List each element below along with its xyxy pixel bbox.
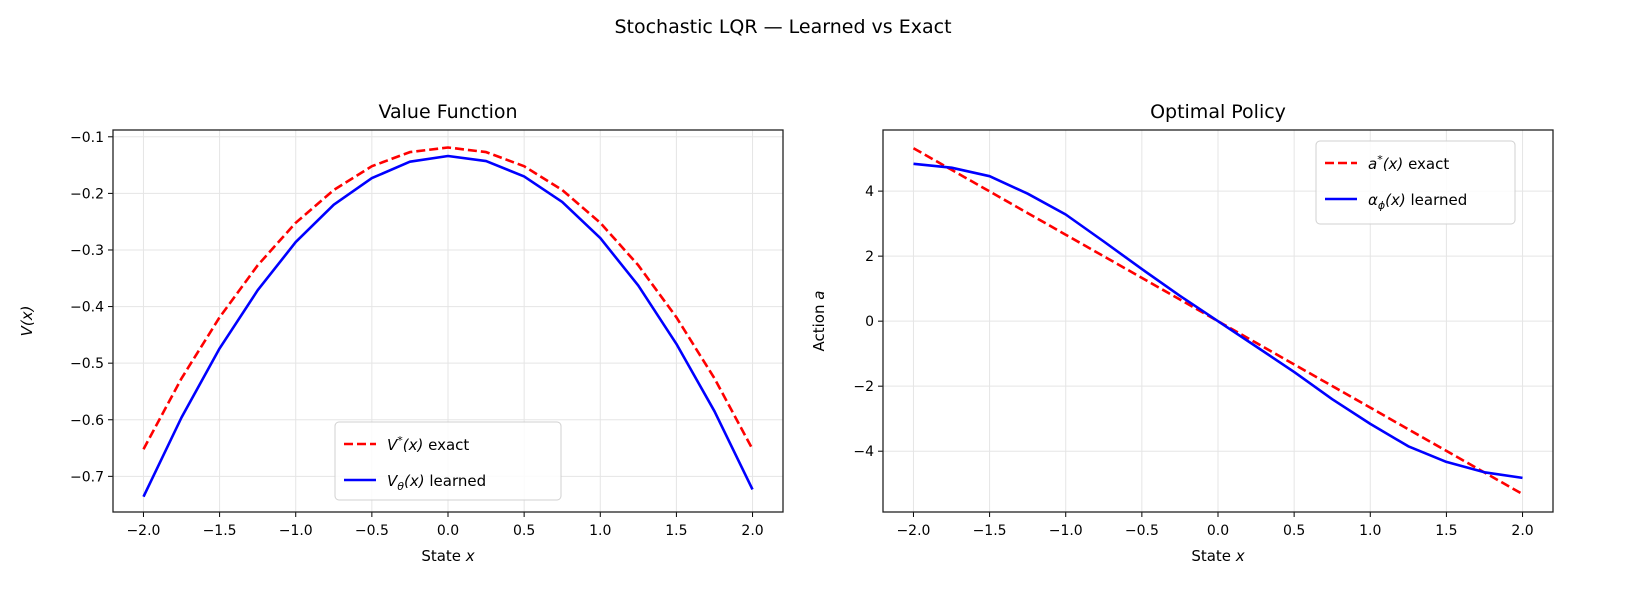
x-axis-label: State x <box>1191 547 1244 565</box>
y-axis-label-text: V(x) <box>18 306 36 337</box>
legend-label: V*(x) exact <box>387 434 469 454</box>
legend-text: exact <box>1403 155 1449 173</box>
x-tick-label: −1.5 <box>973 523 1007 539</box>
subplot-title: Optimal Policy <box>1150 101 1286 123</box>
y-axis-label-text: Action <box>810 300 828 352</box>
x-tick-label: −0.5 <box>1125 523 1159 539</box>
series-line-learned <box>142 154 754 498</box>
y-tick-label: 2 <box>865 249 874 265</box>
x-tick-label: 2.0 <box>741 523 763 539</box>
y-axis-label: Action a <box>810 291 828 352</box>
x-tick-label: 0.5 <box>513 523 535 539</box>
x-axis-label-text: State <box>1191 547 1235 565</box>
legend-superscript: * <box>1377 153 1383 166</box>
legend-label: Vθ(x) learned <box>387 472 486 493</box>
legend-argument: (x) <box>1383 155 1404 173</box>
y-axis-label-var: a <box>810 291 828 300</box>
subplot-2: −2.0 −1.5 −1.0 −0.5 0.0 0.5 1.0 1.5 2.0 −4 −2 0 2 4 Op… <box>810 101 1554 565</box>
x-axis-label-var: x <box>1235 547 1245 565</box>
x-axis-label-text: State <box>421 547 465 565</box>
legend-symbol: V <box>387 472 399 490</box>
axes-frame <box>112 129 784 513</box>
legend-box <box>1315 140 1516 225</box>
x-tick-label: 0.0 <box>1207 523 1229 539</box>
x-tick-label: 0.5 <box>1283 523 1305 539</box>
x-tick-label: 1.5 <box>665 523 687 539</box>
legend-text: exact <box>423 436 469 454</box>
series-line-exact <box>142 146 754 450</box>
y-tick-label: −0.7 <box>70 469 104 485</box>
legend-symbol: α <box>1368 191 1378 209</box>
subplot-title: Value Function <box>378 101 517 123</box>
x-axis-label: State x <box>421 547 474 565</box>
x-tick-label: −2.0 <box>896 523 930 539</box>
x-tick-label: −2.0 <box>126 523 160 539</box>
y-axis-label: V(x) <box>18 306 36 337</box>
y-tick-label: −0.6 <box>70 413 104 429</box>
axes-frame <box>882 129 1554 513</box>
y-tick-label: −2 <box>853 379 874 395</box>
legend-text: learned <box>425 472 487 490</box>
x-tick-label: −1.0 <box>1049 523 1083 539</box>
x-axis-label-var: x <box>465 547 475 565</box>
x-tick-label: 1.0 <box>1359 523 1381 539</box>
y-tick-label: −0.4 <box>70 300 104 316</box>
series-line-learned <box>913 162 1523 480</box>
x-tick-label: −1.5 <box>203 523 237 539</box>
subplot-1: −2.0 −1.5 −1.0 −0.5 0.0 0.5 1.0 1.5 2.0 −0.7 −0.6 −… <box>18 101 784 565</box>
legend-box <box>334 421 562 501</box>
legend-label: a*(x) exact <box>1368 153 1449 173</box>
y-tick-label: −4 <box>853 444 874 460</box>
y-tick-label: −0.3 <box>70 243 104 259</box>
legend-argument: (x) <box>1385 191 1406 209</box>
x-tick-label: 1.5 <box>1435 523 1457 539</box>
legend-subscript: θ <box>397 480 404 493</box>
x-tick-label: −1.0 <box>279 523 313 539</box>
y-tick-label: −0.2 <box>70 186 104 202</box>
legend-symbol: V <box>387 436 399 454</box>
legend-text: learned <box>1406 191 1468 209</box>
x-tick-label: 0.0 <box>437 523 459 539</box>
x-tick-label: 2.0 <box>1511 523 1533 539</box>
y-tick-label: 4 <box>865 184 874 200</box>
legend-argument: (x) <box>404 472 425 490</box>
y-tick-label: −0.1 <box>70 130 104 146</box>
legend-superscript: * <box>397 434 403 447</box>
legend-argument: (x) <box>403 436 424 454</box>
y-tick-label: 0 <box>865 314 874 330</box>
figure-title: Stochastic LQR — Learned vs Exact <box>614 16 951 38</box>
y-tick-label: −0.5 <box>70 356 104 372</box>
legend-label: αϕ(x) learned <box>1368 191 1467 212</box>
legend-symbol: a <box>1368 155 1377 173</box>
x-tick-label: 1.0 <box>589 523 611 539</box>
x-tick-label: −0.5 <box>355 523 389 539</box>
legend-subscript: ϕ <box>1378 199 1385 212</box>
